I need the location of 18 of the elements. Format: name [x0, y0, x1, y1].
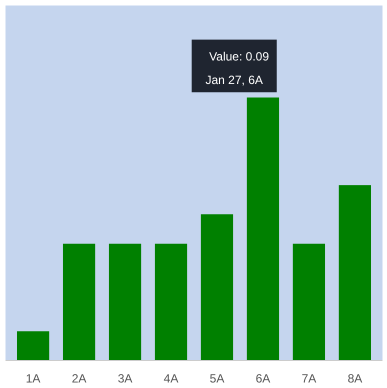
bar — [154, 244, 188, 360]
x-tick-label: 3A — [118, 372, 132, 386]
bar — [200, 214, 234, 360]
x-tick-label: 4A — [164, 372, 178, 386]
x-tick-label: 8A — [348, 372, 362, 386]
text: Value: 0.09 — [209, 49, 270, 64]
bar — [338, 185, 372, 360]
bar — [292, 244, 326, 360]
bar — [16, 331, 50, 360]
bar — [62, 244, 96, 360]
x-tick-label: 5A — [210, 372, 224, 386]
x-tick-label: 7A — [302, 372, 316, 386]
x-tick-label: 2A — [72, 372, 86, 386]
bar — [246, 98, 280, 360]
text: Jan 27, 6A — [205, 73, 263, 88]
bar — [108, 244, 142, 360]
x-tick-label: 6A — [256, 372, 270, 386]
x-tick-label: 1A — [26, 372, 40, 386]
